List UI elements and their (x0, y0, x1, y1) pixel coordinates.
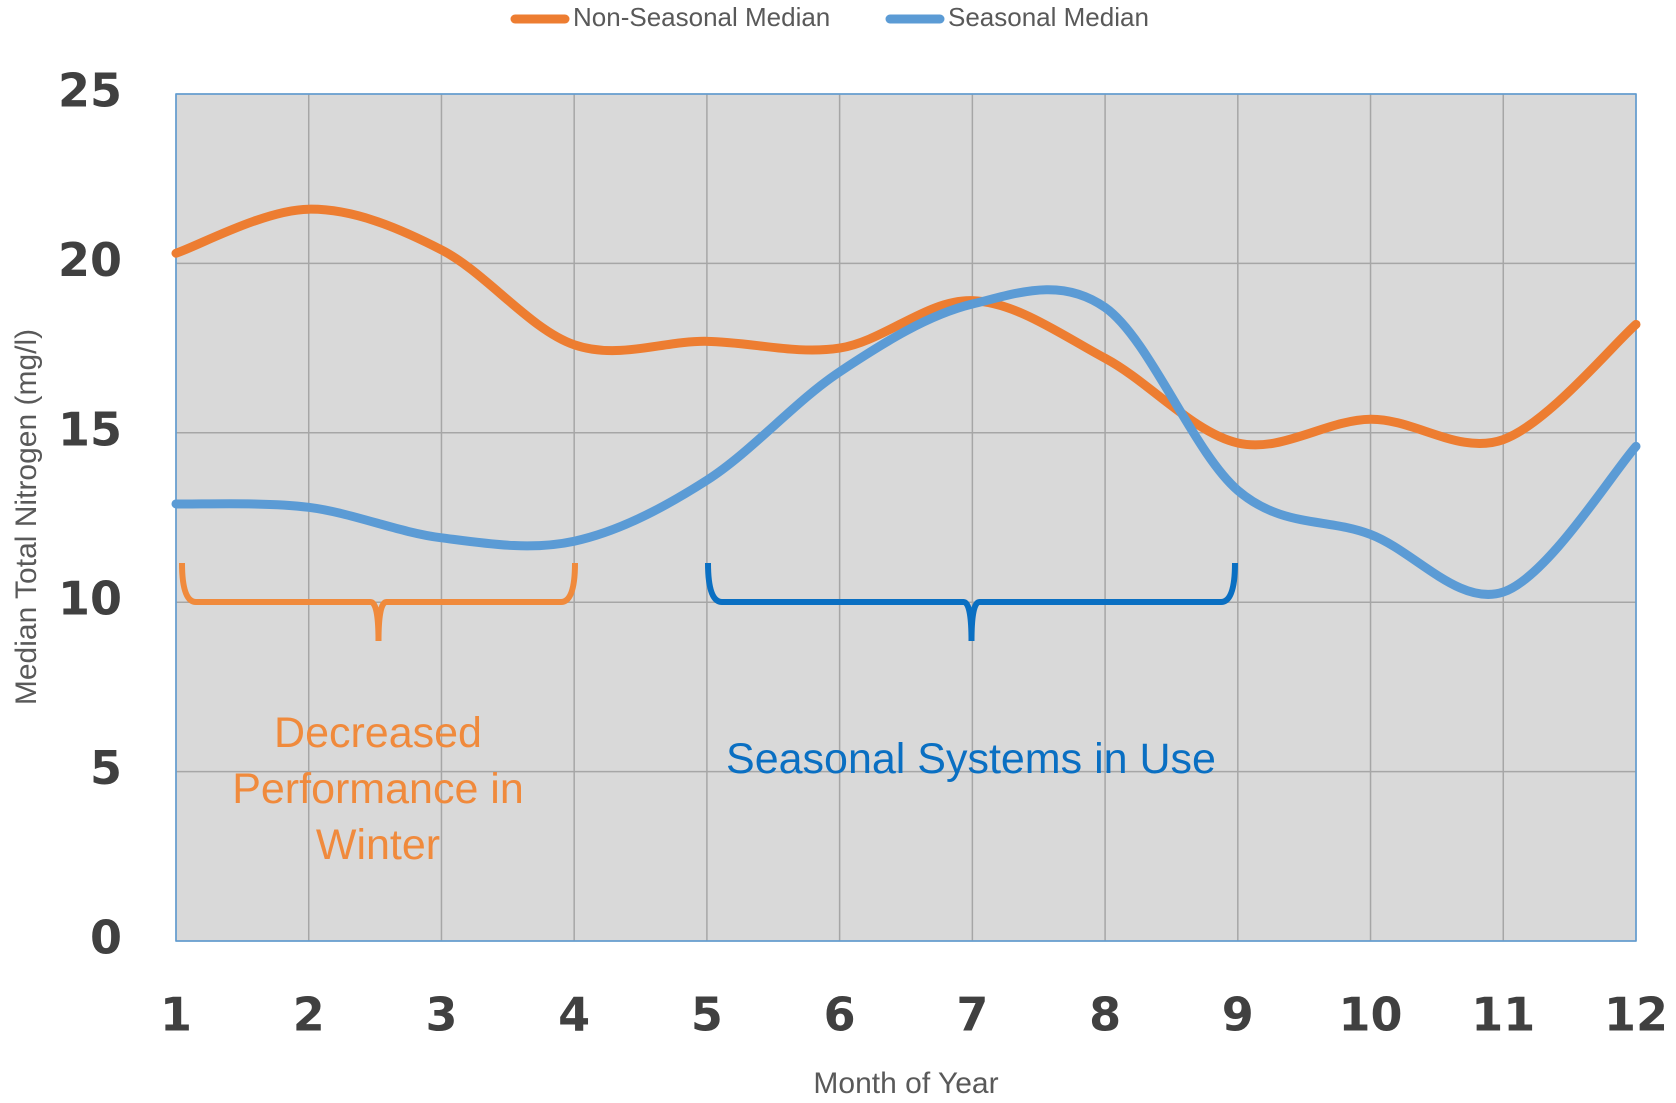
x-axis-title: Month of Year (813, 1067, 998, 1100)
line (171, 204, 1641, 450)
annotation: Decreased Performance in Winter (232, 709, 524, 869)
x-tick-label: 10 (1339, 988, 1403, 1042)
legend-label: Seasonal Median (948, 2, 1149, 32)
x-tick-label: 4 (558, 988, 590, 1042)
line (171, 285, 1641, 599)
y-tick-label: 5 (90, 741, 122, 795)
x-tick-label: 2 (293, 988, 325, 1042)
x-tick-label: 7 (956, 988, 988, 1042)
x-tick-label: 9 (1222, 988, 1254, 1042)
plot-border (175, 93, 1637, 942)
x-tick-label: 11 (1471, 988, 1535, 1042)
x-tick-label: 6 (824, 988, 856, 1042)
brace (705, 562, 1238, 642)
legend-label: Non-Seasonal Median (573, 2, 830, 32)
y-tick-label: 20 (58, 233, 122, 287)
y-tick-label: 25 (58, 64, 122, 118)
y-axis-title: Median Total Nitrogen (mg/l) (10, 329, 43, 705)
x-tick-label: 12 (1604, 988, 1668, 1042)
x-tick-label: 5 (691, 988, 723, 1042)
x-tick-label: 3 (425, 988, 457, 1042)
y-tick-label: 15 (58, 402, 122, 456)
brace (179, 562, 578, 642)
x-tick-label: 8 (1089, 988, 1121, 1042)
annotation: Seasonal Systems in Use (726, 735, 1216, 783)
y-tick-label: 10 (58, 572, 122, 626)
x-tick-label: 1 (160, 988, 192, 1042)
y-tick-label: 0 (90, 911, 122, 965)
